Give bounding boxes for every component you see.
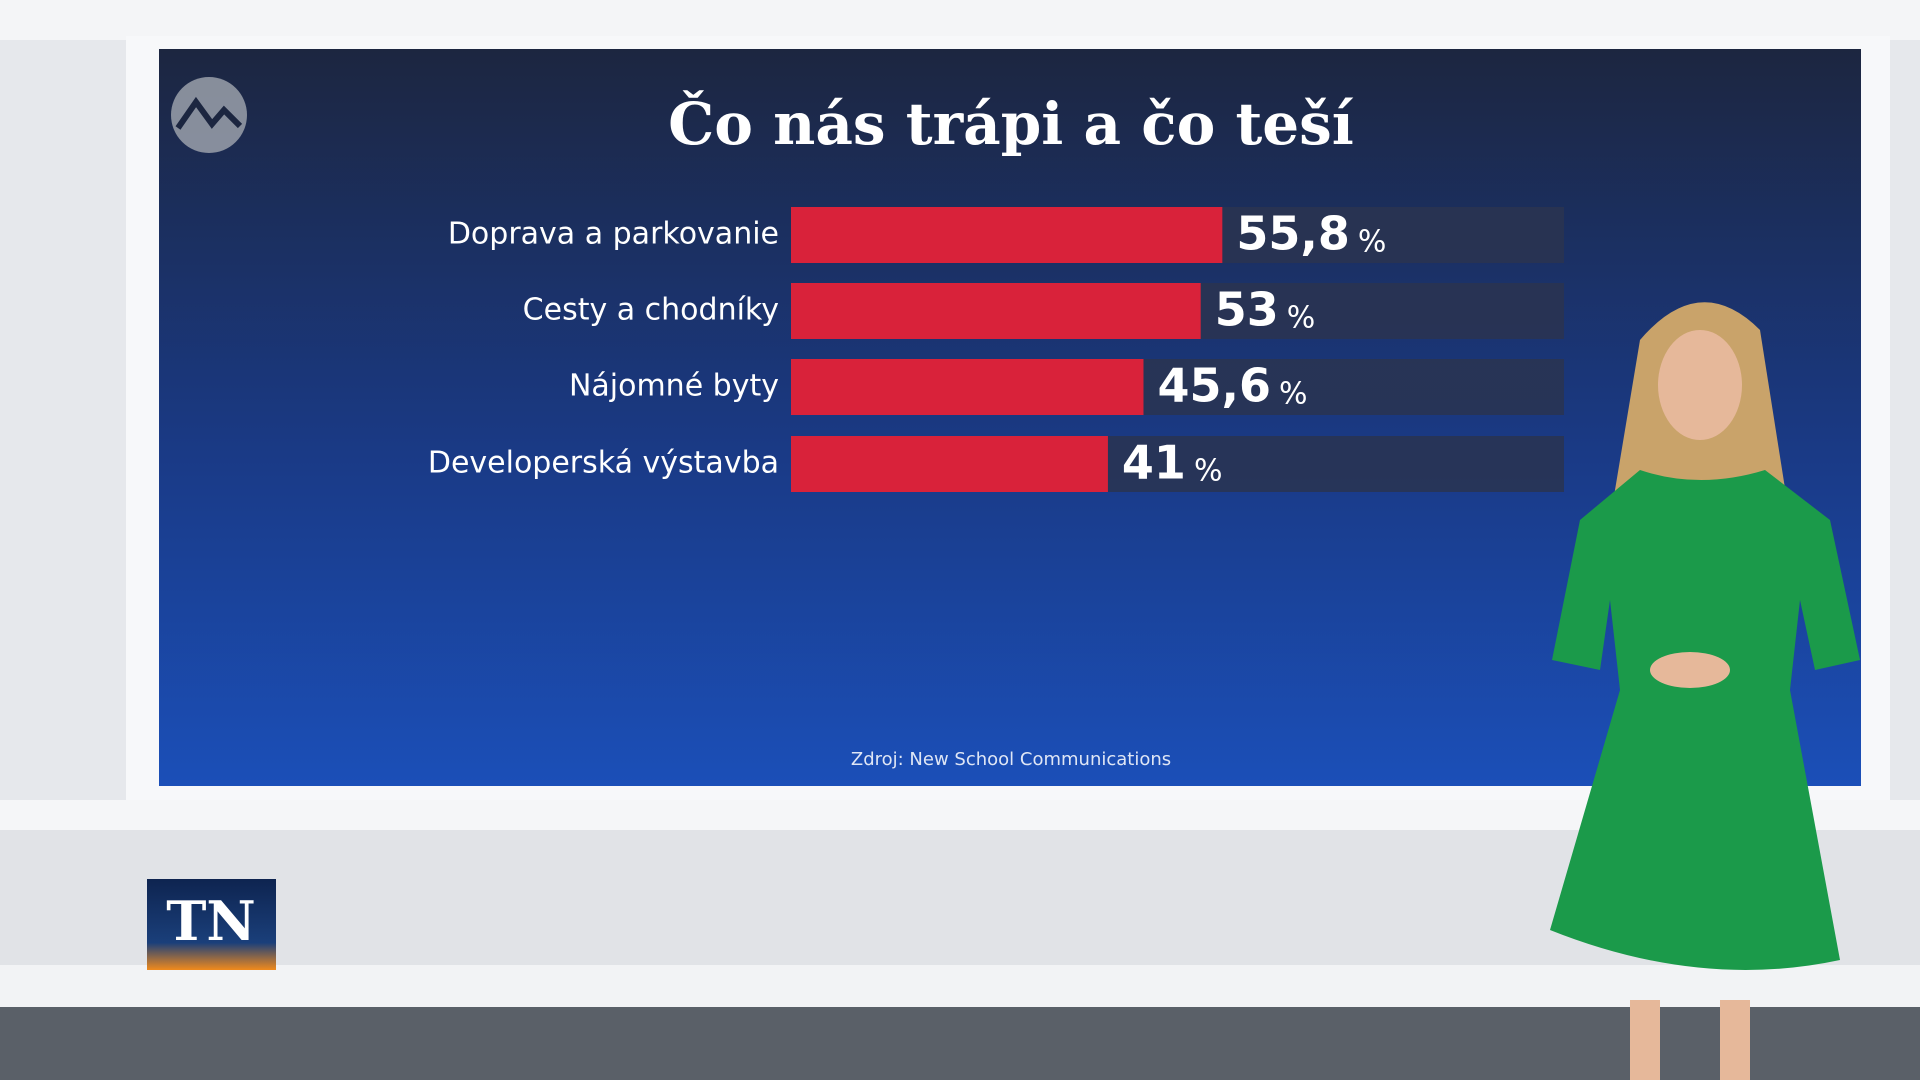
category-label: Nájomné byty [569,369,779,404]
unit-label: % [1287,301,1316,336]
presenter-hands [1650,652,1730,688]
value-label: 41 [1122,436,1186,490]
value-label: 55,8 [1236,207,1350,261]
category-label: Developerská výstavba [428,446,779,481]
category-label: Cesty a chodníky [523,293,779,328]
presenter [1550,302,1860,1080]
bar [791,283,1201,339]
unit-label: % [1358,225,1387,260]
plot: Doprava a parkovanie 55,8 % Cesty a chodník… [428,207,1564,492]
desk-edge [0,965,1920,1007]
screen [159,49,1861,786]
chart-title: Čo nás trápi a čo teší [668,90,1354,158]
tn-logo-text: TN [166,889,256,953]
bar [791,207,1223,263]
bar [791,436,1108,492]
network-logo-mark [175,96,243,130]
studio-floor [0,1007,1920,1080]
unit-label: % [1194,454,1223,489]
studio-ceiling [0,0,1920,40]
value-label: 45,6 [1157,359,1271,413]
category-label: Doprava a parkovanie [448,217,779,252]
presenter-face [1658,330,1742,440]
unit-label: % [1279,377,1308,412]
presenter-dress [1550,470,1860,970]
source-note: Zdroj: New School Communications [851,749,1171,770]
value-label: 53 [1215,283,1279,337]
bar [791,359,1144,415]
tn-logo [147,879,276,970]
presenter-leg [1630,1000,1660,1080]
presenter-leg [1720,1000,1750,1080]
